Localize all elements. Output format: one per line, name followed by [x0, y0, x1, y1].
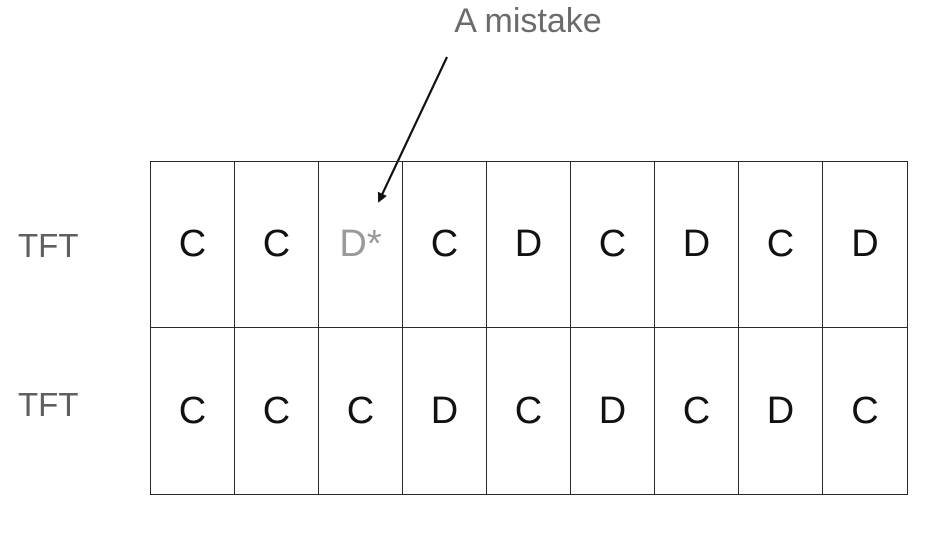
move-cell: C — [851, 389, 879, 432]
move-cell: C — [487, 328, 571, 494]
move-cell: C — [319, 328, 403, 494]
move-cell: C — [655, 328, 739, 494]
row-label-player-1: TFT — [18, 227, 79, 264]
move-cell: C — [571, 162, 655, 328]
move-cell: D — [487, 162, 571, 328]
move-cell: D — [739, 328, 823, 494]
move-cell: C — [739, 162, 823, 328]
move-cell: C — [151, 328, 235, 494]
move-cell: C — [235, 162, 319, 328]
move-cell: C — [151, 162, 235, 328]
move-cell: D — [403, 328, 487, 494]
move-cell: D — [571, 328, 655, 494]
move-cell: C — [235, 328, 319, 494]
row-label-player-2: TFT — [18, 386, 79, 423]
move-cell: D — [823, 162, 907, 328]
moves-grid: C C D* C D C D C D C C C D C D C D C — [150, 161, 908, 495]
move-cell: D* — [319, 162, 403, 328]
mistake-annotation: A mistake — [454, 2, 602, 40]
move-cell: C — [403, 162, 487, 328]
move-cell: D — [655, 162, 739, 328]
